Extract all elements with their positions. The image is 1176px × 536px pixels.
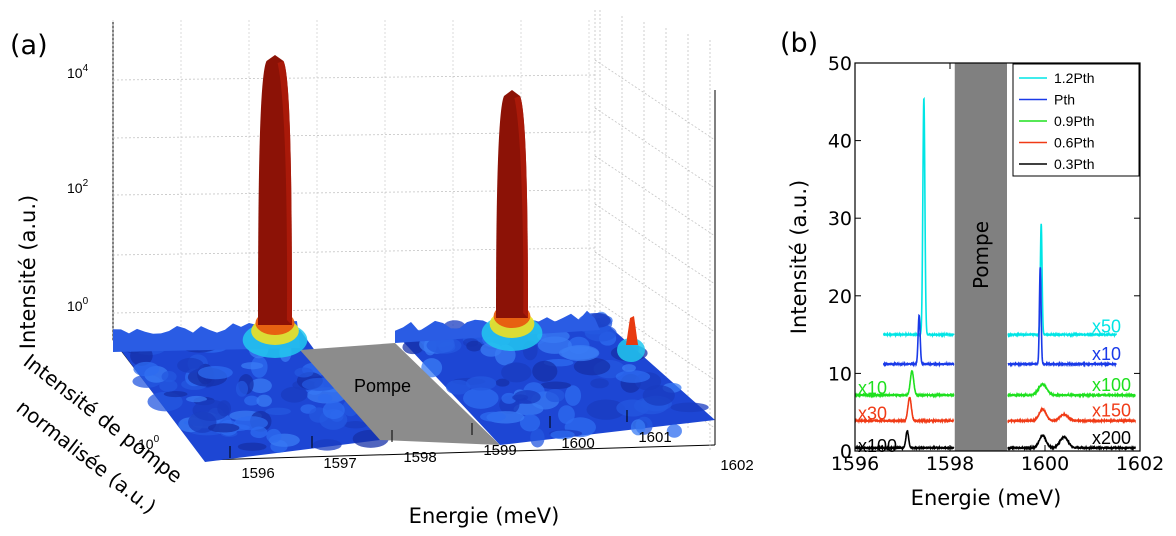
panel-b-label: (b) [780, 28, 818, 59]
x-tick-b: 1596 [831, 63, 879, 475]
spectrum-line-Pth [882, 313, 955, 368]
peaks-a [242, 55, 645, 362]
svg-text:1600: 1600 [561, 435, 594, 452]
z-tick-10e2: 102 [67, 178, 89, 196]
y-tick-b: 50 [828, 53, 1140, 75]
svg-text:102: 102 [67, 178, 89, 196]
svg-text:1598: 1598 [403, 449, 436, 466]
x-ticks-b: 1596 1598 1600 1602 [831, 63, 1164, 475]
legend-item: 1.2Pth [1019, 70, 1094, 86]
pump-region-a [300, 343, 500, 445]
svg-text:100: 100 [67, 296, 89, 314]
pump-band-b: Pompe [954, 63, 1007, 451]
svg-text:1596: 1596 [831, 453, 879, 475]
x-ticks-a: 1596 1597 1598 1599 1600 1601 1602 [229, 410, 754, 482]
panel-a: (a) Pompe 104 102 100 Intensité (a.u.) 1… [10, 10, 754, 528]
svg-text:1602: 1602 [1116, 453, 1164, 475]
legend-b: 1.2Pth Pth 0.9Pth 0.6Pth 0.3Pth [1012, 63, 1140, 177]
y-tick-b: 30 [828, 208, 1140, 230]
y-tick-b: 20 [828, 286, 1140, 308]
scale-label-right: x150 [1092, 401, 1131, 421]
legend-item: 0.6Pth [1019, 135, 1094, 151]
z-axis-label-a: Intensité (a.u.) [16, 195, 40, 350]
scale-label-right: x200 [1092, 428, 1131, 448]
scale-label-left: x10 [858, 378, 887, 398]
pump-label-b: Pompe [969, 221, 993, 289]
scale-label-right: x100 [1092, 375, 1131, 395]
panel-a-label: (a) [10, 30, 48, 61]
svg-text:104: 104 [67, 63, 89, 81]
x-axis-label-b: Energie (meV) [911, 486, 1062, 510]
spectrum-line-0-3Pth [1007, 433, 1136, 451]
spectrum-line-0-9Pth [855, 369, 955, 399]
svg-text:100: 100 [138, 434, 160, 452]
svg-text:40: 40 [828, 131, 852, 153]
svg-text:0.3Pth: 0.3Pth [1054, 156, 1094, 172]
x-tick-a: 1601 [626, 410, 672, 446]
pump-label-a: Pompe [354, 376, 411, 396]
legend-item: 0.3Pth [1019, 156, 1094, 172]
scale-label-right: x50 [1092, 317, 1121, 337]
svg-text:1598: 1598 [926, 453, 974, 475]
svg-text:0.9Pth: 0.9Pth [1054, 113, 1094, 129]
x-axis-label-a: Energie (meV) [409, 504, 560, 528]
svg-text:20: 20 [828, 286, 852, 308]
surface-peak [481, 90, 543, 351]
x-tick-b: 1602 [1116, 63, 1164, 475]
svg-text:1599: 1599 [483, 442, 516, 459]
legend-item: 0.9Pth [1019, 113, 1094, 129]
svg-text:10: 10 [828, 363, 852, 385]
spectrum-line-0-6Pth [855, 396, 955, 425]
x-tick-a: 1600 [549, 416, 595, 452]
z-tick-10e4: 104 [67, 63, 89, 81]
svg-text:0.6Pth: 0.6Pth [1054, 135, 1094, 151]
surface-peak [242, 55, 308, 358]
spectrum-line-Pth [1007, 267, 1117, 368]
scale-label-right: x10 [1092, 344, 1121, 364]
svg-text:30: 30 [828, 208, 852, 230]
svg-text:1596: 1596 [241, 465, 274, 482]
x-tick-a: 1596 [229, 446, 275, 482]
y-axis-label-b: Intensité (a.u.) [787, 180, 811, 335]
y-tick-10e0: 100 [138, 434, 160, 452]
svg-text:Pth: Pth [1054, 92, 1075, 108]
x-tick-a: 1599 [471, 423, 517, 459]
svg-text:1601: 1601 [638, 429, 671, 446]
spectrum-line-1-2Pth [1007, 223, 1118, 339]
x-tick-a: 1602 [720, 457, 753, 474]
x-tick-a: 1597 [311, 436, 357, 472]
svg-text:1.2Pth: 1.2Pth [1054, 70, 1094, 86]
svg-text:1602: 1602 [720, 457, 753, 474]
pump-band-rect [954, 63, 1007, 451]
spectrum-line-0-9Pth [1007, 382, 1136, 399]
svg-text:50: 50 [828, 53, 852, 75]
axes-box-3d [112, 10, 716, 461]
scale-label-left: x30 [858, 404, 887, 424]
z-tick-10e0: 100 [67, 296, 89, 314]
svg-text:1597: 1597 [323, 455, 356, 472]
y-tick-b: 0 [840, 441, 1140, 463]
spectrum-line-0-6Pth [1007, 406, 1137, 425]
y-tick-b: 10 [828, 363, 1140, 385]
spectra-lines-b [855, 96, 1137, 451]
x-tick-a: 1598 [391, 430, 437, 466]
legend-item: Pth [1019, 92, 1075, 108]
x-tick-b: 1598 [926, 63, 974, 475]
spectrum-line-1-2Pth [882, 96, 955, 339]
spectrum-line-0-3Pth [855, 429, 955, 451]
plot-frame-b [854, 62, 1141, 452]
surface-peak-small [617, 316, 645, 362]
svg-text:0: 0 [840, 441, 852, 463]
y-ticks-b: 0 10 20 30 40 50 [828, 53, 1140, 463]
svg-text:1600: 1600 [1021, 453, 1069, 475]
